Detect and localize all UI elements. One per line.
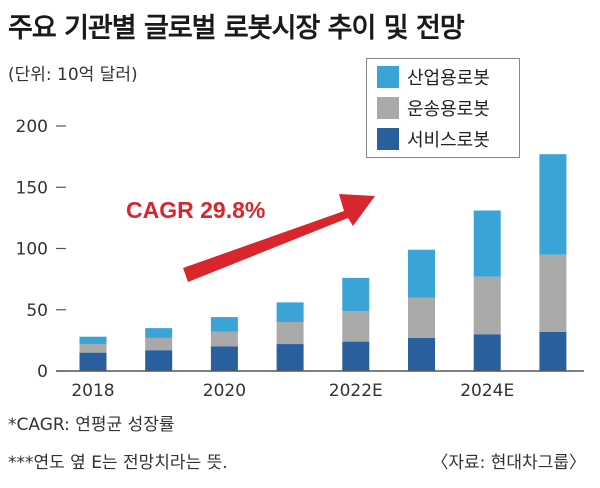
legend-swatch-service xyxy=(377,128,399,150)
bar-segment xyxy=(276,302,304,322)
bar-segment xyxy=(79,352,107,371)
bar-segment xyxy=(473,210,501,277)
bar-segment xyxy=(145,337,173,351)
bar-segment xyxy=(342,277,370,311)
y-tick-label: 50 xyxy=(26,301,48,321)
y-tick-label: 200 xyxy=(16,117,48,137)
bar-segment xyxy=(408,297,435,338)
source-note: 〈자료: 현대차그룹〉 xyxy=(431,453,586,473)
bar-segment xyxy=(539,154,567,255)
footnote-cagr: *CAGR: 연평균 성장률 xyxy=(8,415,175,435)
legend: 산업용로봇 운송용로봇 서비스로봇 xyxy=(366,58,520,158)
y-tick-label: 100 xyxy=(16,240,48,260)
x-tick-label: 2022E xyxy=(329,381,383,401)
bar-segment xyxy=(210,331,238,347)
legend-swatch-logistics xyxy=(377,97,399,119)
legend-swatch-industrial xyxy=(377,66,399,88)
legend-label-industrial: 산업용로봇 xyxy=(407,68,490,89)
bar-segment xyxy=(79,336,107,345)
x-tick-label: 2018 xyxy=(71,381,114,401)
bar-segment xyxy=(210,317,238,332)
legend-item-service: 서비스로봇 xyxy=(377,127,490,151)
bar-segment xyxy=(342,310,370,342)
x-axis: 2018 2020 2022E 2024E xyxy=(71,381,514,401)
y-tick-label: 0 xyxy=(37,362,48,382)
bar-segment xyxy=(342,341,370,371)
legend-item-industrial: 산업용로봇 xyxy=(377,65,490,89)
chart-title: 주요 기관별 글로벌 로봇시장 추이 및 전망 xyxy=(8,13,465,44)
x-tick-label: 2020 xyxy=(203,381,246,401)
y-axis: 0 50 100 150 200 xyxy=(16,117,66,382)
legend-label-service: 서비스로봇 xyxy=(407,130,490,151)
bar-segment xyxy=(79,344,107,353)
bar-segment xyxy=(210,346,238,371)
bar-segment xyxy=(408,337,435,371)
bar-segment xyxy=(473,334,501,371)
legend-label-logistics: 운송용로봇 xyxy=(407,99,490,120)
bars xyxy=(79,154,567,371)
bar-segment xyxy=(276,322,304,345)
bar-segment xyxy=(539,254,567,332)
bar-segment xyxy=(539,331,567,371)
y-tick-label: 150 xyxy=(16,178,48,198)
cagr-label: CAGR 29.8% xyxy=(126,197,265,223)
bar-segment xyxy=(145,328,173,338)
bar-segment xyxy=(145,350,173,371)
legend-item-logistics: 운송용로봇 xyxy=(377,96,490,120)
x-tick-label: 2024E xyxy=(460,381,514,401)
cagr-arrow-shape xyxy=(183,194,375,282)
bar-segment xyxy=(408,249,435,298)
cagr-arrow xyxy=(183,194,375,282)
bar-segment xyxy=(276,344,304,371)
chart-canvas: 0 50 100 150 200 2018 2020 2022E 2024E CAGR 29.… xyxy=(16,117,584,401)
footnote-estimate: ***연도 옆 E는 전망치라는 뜻. xyxy=(8,453,228,473)
unit-label: (단위: 10억 달러) xyxy=(8,65,138,85)
bar-segment xyxy=(473,276,501,335)
